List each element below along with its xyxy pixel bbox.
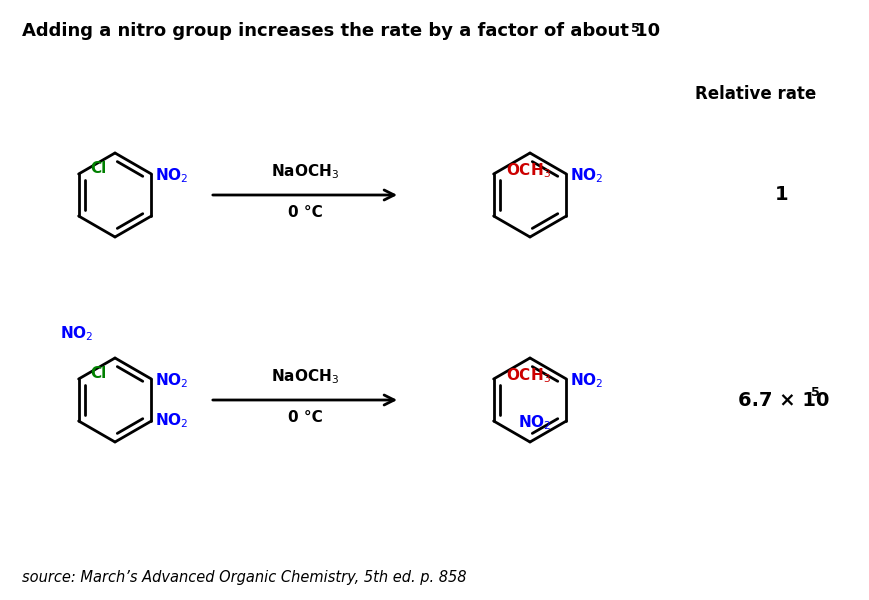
Text: NaOCH$_3$: NaOCH$_3$ [270,162,339,181]
Text: Relative rate: Relative rate [694,85,815,103]
Text: OCH$_3$: OCH$_3$ [505,366,550,385]
Text: OCH$_3$: OCH$_3$ [505,161,550,180]
Text: NO$_2$: NO$_2$ [60,324,94,343]
Text: 0 °C: 0 °C [288,410,322,425]
Text: NO$_2$: NO$_2$ [156,371,189,391]
Text: NO$_2$: NO$_2$ [156,412,189,430]
Text: source: March’s Advanced Organic Chemistry, 5th ed. p. 858: source: March’s Advanced Organic Chemist… [22,570,466,585]
Text: Adding a nitro group increases the rate by a factor of about 10: Adding a nitro group increases the rate … [22,22,660,40]
Text: NO$_2$: NO$_2$ [517,413,551,432]
Text: 6.7 × 10: 6.7 × 10 [737,391,828,409]
Text: 5: 5 [630,22,639,35]
Text: 5: 5 [810,386,819,400]
Text: Cl: Cl [90,366,107,381]
Text: Cl: Cl [90,161,107,176]
Text: NO$_2$: NO$_2$ [570,167,603,185]
Text: NaOCH$_3$: NaOCH$_3$ [270,367,339,386]
Text: NO$_2$: NO$_2$ [156,167,189,185]
Text: NO$_2$: NO$_2$ [570,371,603,391]
Text: 0 °C: 0 °C [288,205,322,220]
Text: 1: 1 [774,185,787,205]
